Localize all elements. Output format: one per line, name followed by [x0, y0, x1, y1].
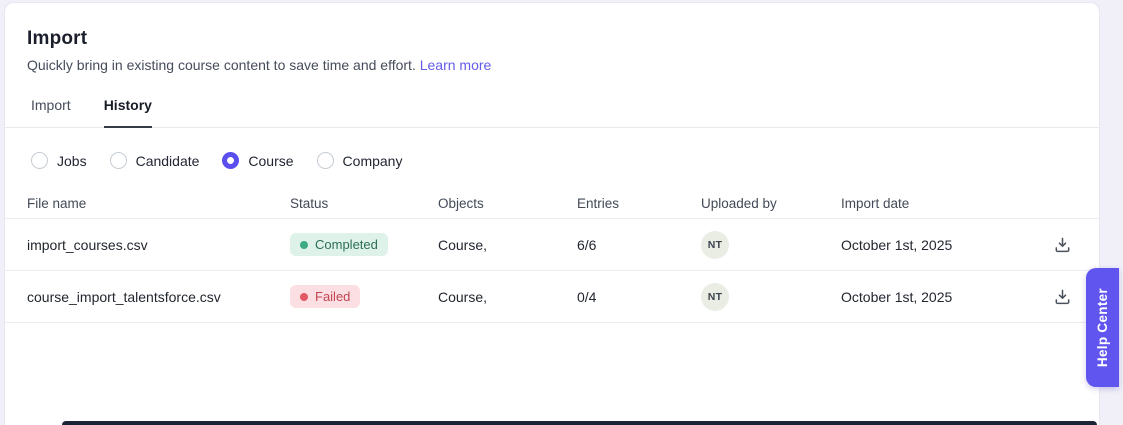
- objects-cell: Course,: [438, 288, 488, 305]
- status-badge: Completed: [290, 233, 388, 256]
- download-button[interactable]: [1051, 233, 1074, 256]
- column-header-status: Status: [290, 195, 329, 211]
- status-label: Failed: [315, 289, 351, 304]
- help-center-label: Help Center: [1095, 287, 1110, 368]
- status-cell: Failed: [290, 285, 438, 308]
- status-cell: Completed: [290, 233, 438, 256]
- file-name-cell: course_import_talentsforce.csv: [27, 288, 221, 305]
- column-header-uploaded-by: Uploaded by: [701, 195, 777, 211]
- radio-label: Company: [342, 152, 403, 169]
- help-center-button[interactable]: Help Center: [1086, 268, 1119, 387]
- table-row: course_import_talentsforce.csv Failed Co…: [5, 271, 1099, 323]
- table-row: import_courses.csv Completed Course, 6/6…: [5, 219, 1099, 271]
- tab-bar: Import History: [5, 97, 1099, 128]
- column-header-import-date: Import date: [841, 195, 910, 211]
- subtitle-text: Quickly bring in existing course content…: [27, 57, 416, 73]
- radio-option-jobs[interactable]: Jobs: [31, 152, 87, 169]
- avatar: NT: [701, 282, 729, 311]
- status-badge: Failed: [290, 285, 361, 308]
- tab-import[interactable]: Import: [31, 97, 71, 113]
- import-date-cell: October 1st, 2025: [841, 288, 953, 305]
- radio-selected-icon[interactable]: [222, 152, 240, 169]
- radio-icon[interactable]: [316, 152, 334, 169]
- radio-option-company[interactable]: Company: [316, 152, 403, 169]
- download-button[interactable]: [1051, 285, 1074, 308]
- column-header-entries: Entries: [577, 195, 620, 211]
- import-history-table: File name Status Objects Entries Uploade…: [5, 188, 1099, 323]
- bottom-bar: [62, 421, 1097, 425]
- entries-cell: 6/6: [577, 236, 597, 253]
- record-type-radio-group: Jobs Candidate Course Company: [5, 152, 1099, 169]
- radio-icon[interactable]: [31, 152, 48, 169]
- radio-label: Candidate: [135, 152, 200, 169]
- tab-history[interactable]: History: [103, 97, 152, 128]
- uploaded-by-cell: NT: [701, 230, 841, 259]
- learn-more-link[interactable]: Learn more: [419, 57, 492, 73]
- content-card: Import Quickly bring in existing course …: [4, 2, 1100, 425]
- page-subtitle: Quickly bring in existing course content…: [27, 57, 1077, 73]
- entries-cell: 0/4: [577, 288, 597, 305]
- avatar: NT: [701, 230, 729, 259]
- uploaded-by-cell: NT: [701, 282, 841, 311]
- actions-cell: [1045, 233, 1077, 256]
- column-header-objects: Objects: [438, 195, 484, 211]
- file-name-cell: import_courses.csv: [27, 236, 148, 253]
- radio-label: Course: [248, 152, 294, 169]
- download-icon: [1055, 289, 1070, 305]
- page-header: Import Quickly bring in existing course …: [5, 3, 1099, 73]
- radio-option-course[interactable]: Course: [222, 152, 294, 169]
- column-header-file-name: File name: [27, 195, 87, 211]
- objects-cell: Course,: [438, 236, 488, 253]
- actions-cell: [1045, 285, 1077, 308]
- radio-label: Jobs: [57, 152, 87, 169]
- status-dot-icon: [300, 292, 308, 301]
- radio-icon[interactable]: [109, 152, 127, 169]
- radio-option-candidate[interactable]: Candidate: [109, 152, 200, 169]
- import-date-cell: October 1st, 2025: [841, 236, 953, 253]
- download-icon: [1055, 237, 1070, 253]
- page-title: Import: [27, 28, 88, 49]
- table-header-row: File name Status Objects Entries Uploade…: [5, 188, 1099, 219]
- status-dot-icon: [300, 240, 308, 249]
- status-label: Completed: [315, 237, 378, 252]
